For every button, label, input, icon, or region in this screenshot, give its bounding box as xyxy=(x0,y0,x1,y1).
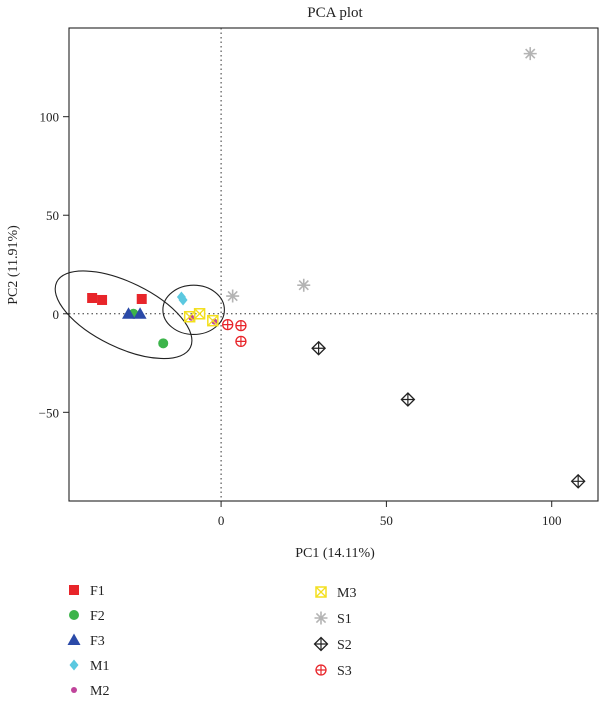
legend-marker-s1 xyxy=(314,611,328,625)
legend-marker-f3 xyxy=(67,633,81,645)
legend-item-s3: S3 xyxy=(315,664,352,679)
y-axis-label: PC2 (11.91%) xyxy=(6,225,21,305)
cluster-ellipse xyxy=(162,284,225,336)
legend-marker-m2 xyxy=(71,687,77,693)
legend-item-f2: F2 xyxy=(69,609,105,624)
legend-marker-f1 xyxy=(69,585,79,595)
y-tick-label: 100 xyxy=(40,110,60,125)
legend-marker-f2 xyxy=(69,610,79,620)
point-s2 xyxy=(400,392,416,407)
legend-label: S1 xyxy=(337,612,352,627)
legend-item-m2: M2 xyxy=(71,684,109,699)
legend-label: M3 xyxy=(337,586,356,601)
legend-item-m1: M1 xyxy=(69,659,109,674)
point-f1 xyxy=(97,294,108,305)
legend-label: M1 xyxy=(90,659,109,674)
legend-label: F3 xyxy=(90,634,105,649)
chart-title: PCA plot xyxy=(307,5,363,21)
point-f1 xyxy=(136,293,147,304)
point-s2 xyxy=(311,340,327,356)
cluster-ellipse xyxy=(54,270,193,360)
point-f3 xyxy=(133,307,147,319)
point-m3 xyxy=(193,308,206,320)
point-m3 xyxy=(207,314,219,327)
reference-lines xyxy=(69,28,598,501)
legend-label: S2 xyxy=(337,638,352,653)
point-s1 xyxy=(523,47,537,61)
point-s1 xyxy=(226,289,240,303)
legend-label: M2 xyxy=(90,684,109,699)
y-tick-label: 50 xyxy=(46,208,59,223)
legend-marker-m3 xyxy=(315,586,327,598)
point-f1 xyxy=(87,293,98,304)
legend-marker-m1 xyxy=(69,659,79,671)
legend-item-f1: F1 xyxy=(69,584,105,599)
legend-marker-s2 xyxy=(313,636,329,652)
legend-label: F1 xyxy=(90,584,105,599)
x-tick-label: 100 xyxy=(542,513,562,528)
x-axis-label: PC1 (14.11%) xyxy=(295,546,375,561)
point-s3 xyxy=(222,318,234,331)
x-tick-label: 50 xyxy=(380,513,393,528)
legend-item-s2: S2 xyxy=(313,636,352,653)
point-s3 xyxy=(235,319,247,332)
legend-item-f3: F3 xyxy=(67,633,105,649)
legend-marker-s3 xyxy=(315,664,327,676)
legend-label: S3 xyxy=(337,664,352,679)
y-tick-label: 0 xyxy=(53,307,60,322)
x-tick-label: 0 xyxy=(218,513,225,528)
x-axis-ticks: 0 50 100 xyxy=(218,501,562,528)
legend-label: F2 xyxy=(90,609,105,624)
point-f2 xyxy=(158,338,169,349)
data-points xyxy=(87,47,586,489)
y-axis-ticks: −50 0 50 100 xyxy=(39,110,69,420)
point-m1 xyxy=(178,294,188,306)
cluster-ellipses xyxy=(54,270,225,360)
legend-item-s1: S1 xyxy=(314,611,352,627)
point-f3 xyxy=(122,307,136,319)
y-tick-label: −50 xyxy=(39,405,59,420)
legend-item-m3: M3 xyxy=(315,586,356,601)
legend: F1 F2 F3 M1 M2 M3 S1 S2 S3 xyxy=(67,584,356,699)
plot-frame xyxy=(68,27,599,502)
point-s3 xyxy=(235,335,247,348)
point-s1 xyxy=(297,278,311,292)
point-s2 xyxy=(570,473,586,489)
